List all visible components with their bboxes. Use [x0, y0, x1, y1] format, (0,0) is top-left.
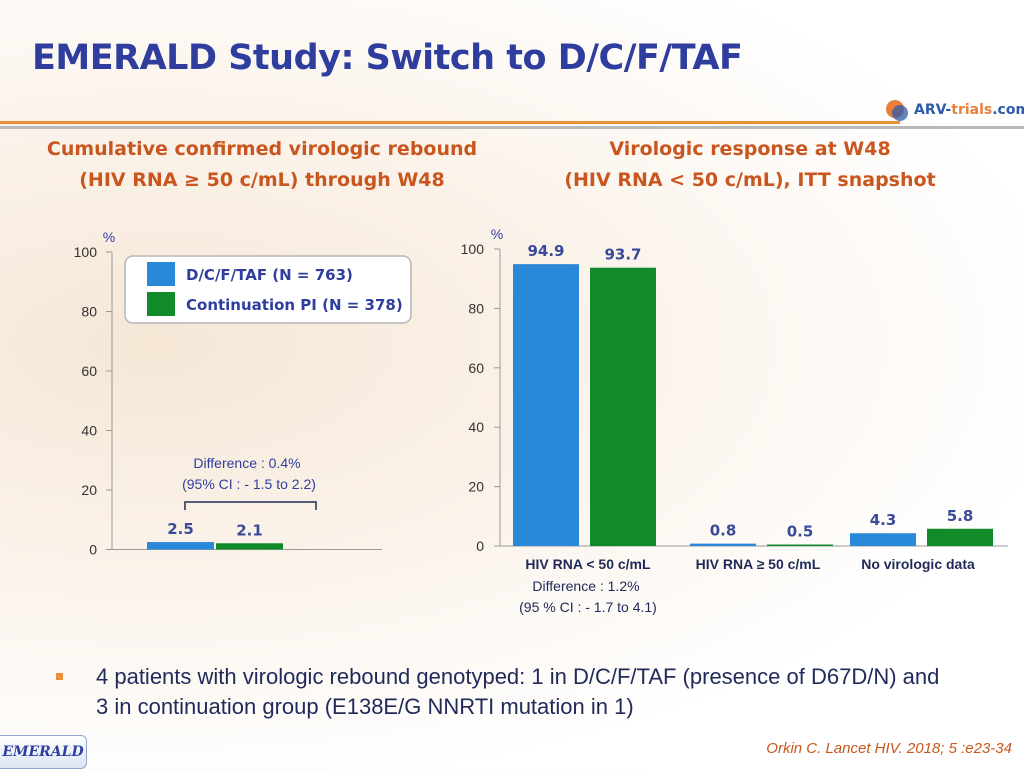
- chart1-y-tick-label: 80: [81, 304, 97, 320]
- chart2-data-label: 93.7: [604, 246, 641, 264]
- chart2-data-label: 5.8: [947, 507, 974, 525]
- chart1-y-tick-label: 0: [89, 542, 97, 558]
- chart1-y-tick-label: 100: [74, 244, 98, 260]
- chart2-difference-line2: (95 % CI : - 1.7 to 4.1): [519, 599, 657, 615]
- chart2-y-unit-label: %: [491, 226, 503, 242]
- chart2-y-tick-label: 0: [476, 538, 484, 554]
- chart2-category-label: No virologic data: [861, 556, 975, 572]
- slide-title: EMERALD Study: Switch to D/C/F/TAF: [32, 38, 743, 78]
- logo-text-suffix: .com: [992, 102, 1024, 118]
- left-chart-heading: Cumulative confirmed virologic rebound (…: [22, 134, 502, 196]
- header-rule-orange: [0, 121, 900, 124]
- logo-text: ARV-trials.com: [914, 102, 1024, 118]
- chart2-data-label: 4.3: [870, 511, 897, 529]
- chart1-bar: [147, 542, 214, 550]
- chart2-bar: [590, 267, 656, 546]
- chart2-difference-line1: Difference : 1.2%: [532, 578, 639, 594]
- right-chart-heading: Virologic response at W48 (HIV RNA < 50 …: [510, 134, 990, 196]
- bullet-square-icon: [56, 673, 63, 680]
- chart2-bar: [690, 543, 756, 546]
- chart2-y-tick-label: 100: [461, 241, 485, 257]
- chart1-bar: [216, 543, 283, 550]
- bullet-text: 4 patients with virologic rebound genoty…: [96, 664, 940, 719]
- legend-label-dcftaf: D/C/F/TAF (N = 763): [186, 266, 353, 284]
- left-heading-line2: (HIV RNA ≥ 50 c/mL) through W48: [79, 169, 445, 191]
- chart1-y-tick-label: 40: [81, 423, 97, 439]
- right-heading-line2: (HIV RNA < 50 c/mL), ITT snapshot: [564, 169, 936, 191]
- chart1-data-label: 2.1: [236, 521, 263, 539]
- logo-text-main: ARV-: [914, 102, 952, 118]
- chart2-data-label: 0.5: [787, 523, 814, 541]
- chart2-bar: [927, 528, 993, 546]
- chart1-y-tick-label: 20: [81, 482, 97, 498]
- chart2-data-label: 0.8: [710, 522, 737, 540]
- chart2-data-label: 94.9: [527, 242, 564, 260]
- legend-label-continuation: Continuation PI (N = 378): [186, 296, 403, 314]
- arv-trials-logo: ARV-trials.com: [884, 98, 1024, 124]
- chart1-y-unit-label: %: [103, 229, 115, 245]
- chart1-y-tick-label: 60: [81, 363, 97, 379]
- logo-text-accent: trials: [951, 102, 993, 118]
- right-heading-line1: Virologic response at W48: [609, 138, 891, 160]
- chart2-y-tick-label: 20: [468, 479, 484, 495]
- chart2-category-label: HIV RNA < 50 c/mL: [525, 556, 651, 572]
- chart1-difference-line1: Difference : 0.4%: [193, 455, 300, 471]
- chart2-y-tick-label: 80: [468, 300, 484, 316]
- legend-swatch-dcftaf: [147, 262, 175, 286]
- header-rule-grey: [0, 126, 1024, 129]
- chart1-difference-line2: (95% CI : - 1.5 to 2.2): [182, 476, 316, 492]
- citation: Orkin C. Lancet HIV. 2018; 5 :e23-34: [766, 740, 1012, 757]
- left-heading-line1: Cumulative confirmed virologic rebound: [46, 138, 478, 160]
- chart2-bar: [850, 533, 916, 546]
- chart1-data-label: 2.5: [167, 520, 194, 538]
- legend-swatch-continuation: [147, 292, 175, 316]
- chart2-bar: [513, 264, 579, 546]
- chart2-y-tick-label: 60: [468, 360, 484, 376]
- chart2-category-label: HIV RNA ≥ 50 c/mL: [696, 556, 821, 572]
- charts-canvas: % 0 20 40 60 80 100 2.5 2.1 Difference : 0.4% (95%…: [74, 226, 1008, 615]
- legend-box: [124, 255, 412, 324]
- chart2-bar: [767, 544, 833, 546]
- chart1-difference-bracket: [184, 501, 317, 510]
- footer-study-tag: EMERALD: [0, 735, 87, 769]
- logo-icon: [886, 100, 908, 121]
- chart2-y-tick-label: 40: [468, 419, 484, 435]
